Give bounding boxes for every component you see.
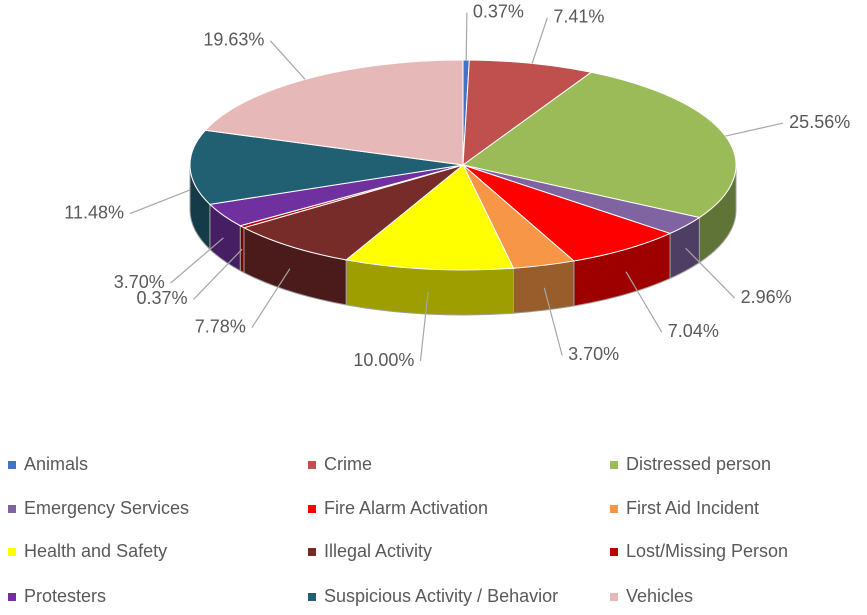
legend-label: Vehicles	[626, 586, 693, 606]
data-label: 7.41%	[553, 6, 604, 26]
legend-label: First Aid Incident	[626, 498, 759, 518]
slice	[461, 71, 737, 219]
legend-label: Health and Safety	[24, 541, 167, 561]
leader-line	[625, 271, 663, 333]
leader-line	[465, 12, 468, 61]
leader-line	[129, 189, 191, 215]
legend-swatch	[308, 593, 316, 601]
slice	[462, 164, 672, 262]
legend-swatch	[8, 461, 16, 469]
data-label: 7.78%	[195, 316, 246, 336]
legend-label: Crime	[324, 454, 372, 474]
legend-swatch	[8, 593, 16, 601]
data-label: 25.56%	[789, 112, 850, 132]
legend-swatch	[308, 505, 316, 513]
slice-side	[239, 224, 245, 274]
legend-swatch	[610, 548, 618, 556]
slice	[462, 59, 593, 167]
leader-line	[251, 268, 291, 329]
legend-label: Distressed person	[626, 454, 771, 474]
legend-label: Protesters	[24, 586, 106, 606]
legend-swatch	[308, 461, 316, 469]
leader-line	[170, 237, 224, 284]
leader-line	[725, 122, 784, 137]
leader-line	[269, 40, 306, 80]
legend-label: Emergency Services	[24, 498, 189, 518]
legend-swatch	[610, 593, 618, 601]
legend-swatch	[8, 505, 16, 513]
data-label: 3.70%	[114, 272, 165, 292]
leader-line	[543, 287, 563, 356]
slice	[204, 59, 464, 166]
data-label: 3.70%	[568, 344, 619, 364]
legend-label: Suspicious Activity / Behavior	[324, 586, 558, 606]
data-label: 0.37%	[473, 2, 524, 22]
leader-line	[193, 248, 243, 300]
data-label: 2.96%	[741, 287, 792, 307]
slice	[189, 129, 464, 205]
slice	[344, 164, 515, 271]
leader-line	[419, 291, 429, 362]
leader-line	[685, 247, 736, 299]
legend-swatch	[308, 548, 316, 556]
legend-label: Fire Alarm Activation	[324, 498, 488, 518]
legend-label: Lost/Missing Person	[626, 541, 788, 561]
legend-swatch	[8, 548, 16, 556]
data-label: 10.00%	[353, 350, 414, 370]
legend-swatch	[610, 505, 618, 513]
legend-label: Illegal Activity	[324, 541, 432, 561]
data-label: 11.48%	[64, 202, 124, 222]
data-label: 0.37%	[136, 288, 187, 308]
slice-side	[512, 260, 575, 314]
slice	[242, 164, 464, 261]
data-label: 7.04%	[668, 321, 719, 341]
legend-label: Animals	[24, 454, 88, 474]
data-label: 19.63%	[203, 30, 264, 50]
leader-line	[531, 17, 548, 64]
legend-swatch	[610, 461, 618, 469]
